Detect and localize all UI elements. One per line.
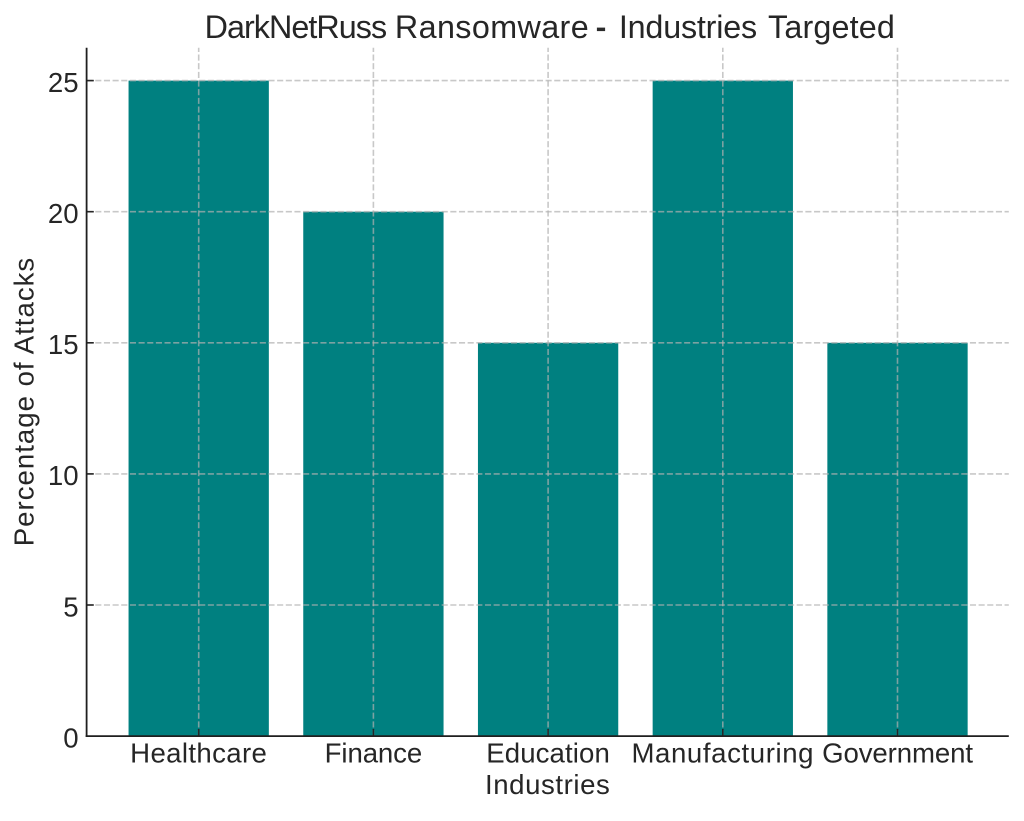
svg-text:Manufacturing: Manufacturing	[631, 738, 814, 769]
svg-text:Government: Government	[822, 738, 973, 769]
svg-text:Industries: Industries	[485, 769, 610, 800]
svg-text:Healthcare: Healthcare	[130, 738, 267, 769]
svg-text:5: 5	[63, 591, 78, 622]
svg-text:Finance: Finance	[325, 738, 422, 769]
svg-text:25: 25	[48, 67, 79, 98]
svg-text:0: 0	[63, 722, 78, 753]
svg-text:Education: Education	[486, 738, 610, 769]
svg-text:10: 10	[48, 460, 79, 491]
svg-text:20: 20	[48, 198, 79, 229]
svg-text:Percentage of Attacks: Percentage of Attacks	[8, 257, 39, 546]
svg-text:15: 15	[48, 329, 79, 360]
